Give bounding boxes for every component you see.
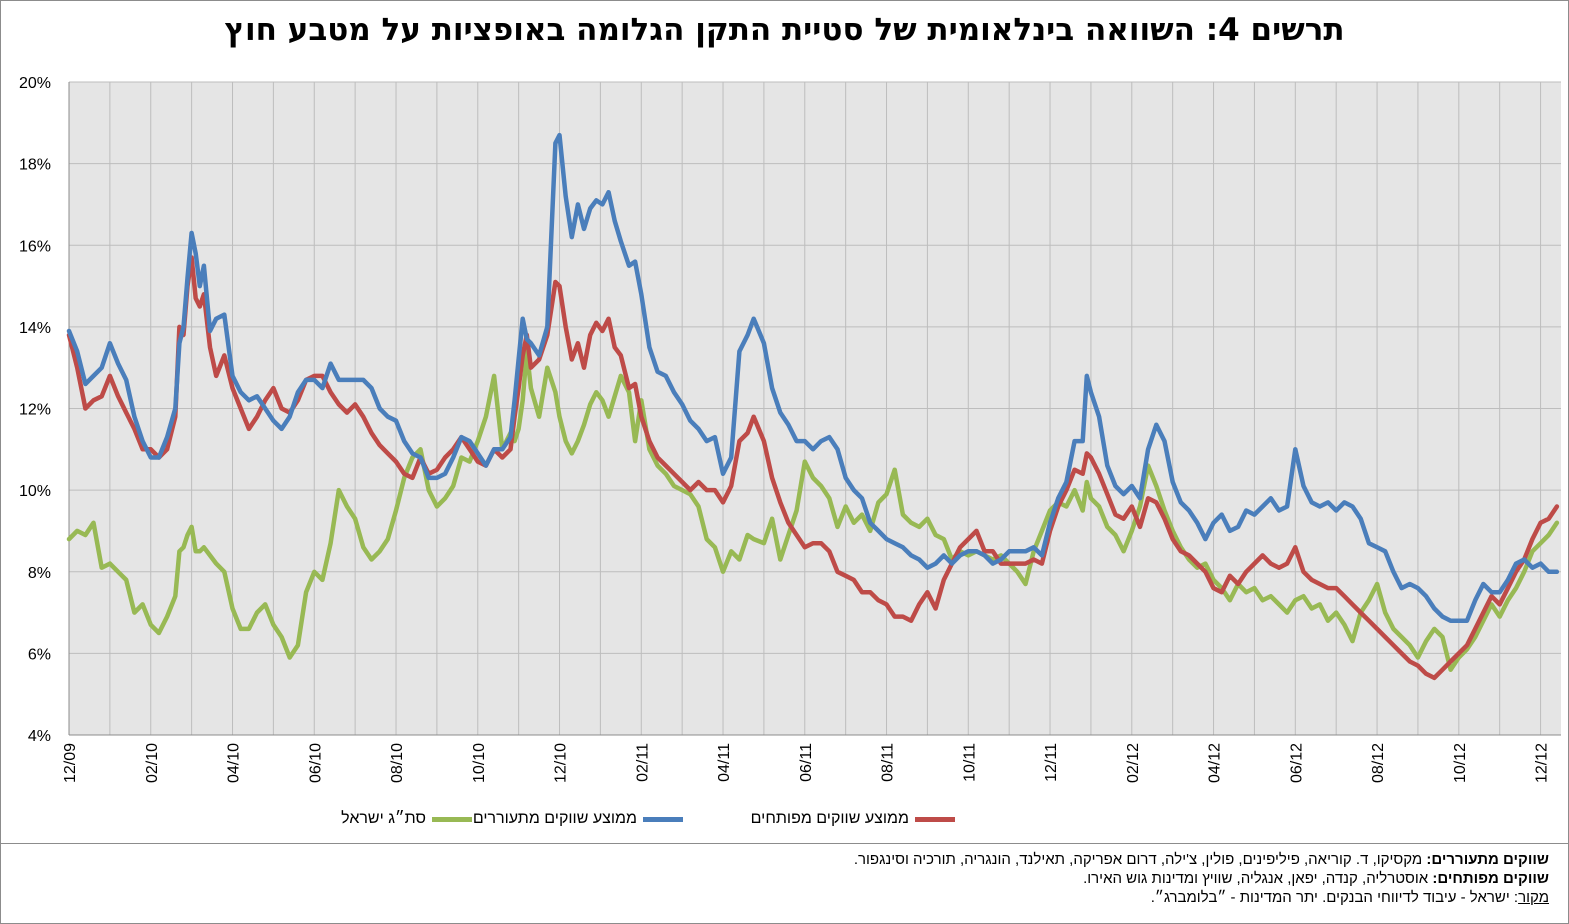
x-tick-label: 04/12 bbox=[1207, 743, 1224, 783]
x-tick-label: 04/10 bbox=[226, 743, 243, 783]
legend-label-emerging: ממוצע שווקים מתעוררים bbox=[472, 810, 637, 827]
x-tick-label: 02/10 bbox=[144, 743, 161, 783]
note-developed-label: שווקים מפותחים: bbox=[1432, 870, 1549, 887]
x-tick-label: 12/12 bbox=[1534, 743, 1551, 783]
chart-notes: שווקים מתעוררים: מקסיקו, ד. קוריאה, פילי… bbox=[249, 850, 1549, 907]
note-emerging-label: שווקים מתעוררים: bbox=[1426, 851, 1549, 868]
note-source-label: מקור bbox=[1518, 889, 1549, 906]
x-tick-label: 04/11 bbox=[716, 743, 733, 782]
axes bbox=[68, 82, 1561, 736]
legend-label-developed: ממוצע שווקים מפותחים bbox=[750, 810, 909, 827]
y-tick-label: 20% bbox=[19, 75, 51, 92]
legend-swatch-israel bbox=[432, 816, 472, 822]
series-line-israel bbox=[66, 349, 1560, 672]
series-lines bbox=[66, 132, 1560, 681]
x-tick-label: 06/11 bbox=[798, 743, 815, 782]
y-tick-label: 10% bbox=[19, 483, 51, 500]
y-tick-label: 18% bbox=[19, 157, 51, 174]
x-tick-label: 08/10 bbox=[389, 743, 406, 783]
note-emerging-text: מקסיקו, ד. קוריאה, פיליפינים, פולין, צ'י… bbox=[853, 851, 1427, 868]
x-tick-label: 02/11 bbox=[634, 743, 651, 782]
legend: סת״ג ישראל ממוצע שווקים מפותחים ממוצע שו… bbox=[0, 810, 1569, 836]
y-axis-ticks: 4% 6% 8% 10% 12% 14% 16% 18% 20% bbox=[19, 75, 51, 745]
legend-item-developed: ממוצע שווקים מפותחים bbox=[751, 810, 955, 828]
x-tick-label: 12/10 bbox=[553, 743, 570, 783]
x-tick-label: 12/11 bbox=[1043, 743, 1060, 782]
x-tick-label: 02/12 bbox=[1125, 743, 1142, 783]
x-tick-label: 10/11 bbox=[961, 743, 978, 782]
x-tick-label: 06/10 bbox=[307, 743, 324, 783]
legend-label-israel: סת״ג ישראל bbox=[341, 810, 426, 827]
chart-title: תרשים 4: השוואה בינלאומית של סטיית התקן … bbox=[224, 12, 1345, 48]
x-tick-label: 12/09 bbox=[62, 743, 79, 783]
note-source: מקור: ישראל - עיבוד לדיווחי הבנקים. יתר … bbox=[249, 888, 1549, 907]
legend-swatch-emerging bbox=[643, 816, 683, 822]
series-line-developed bbox=[66, 255, 1560, 681]
y-tick-label: 14% bbox=[19, 320, 51, 337]
legend-item-israel: סת״ג ישראל bbox=[341, 810, 472, 828]
notes-divider bbox=[0, 843, 1569, 844]
x-tick-label: 08/12 bbox=[1370, 743, 1387, 783]
x-tick-label: 10/10 bbox=[471, 743, 488, 783]
x-tick-label: 06/12 bbox=[1288, 743, 1305, 783]
legend-swatch-developed bbox=[915, 816, 955, 822]
x-tick-label: 10/12 bbox=[1452, 743, 1469, 783]
y-tick-label: 16% bbox=[19, 238, 51, 255]
y-tick-label: 12% bbox=[19, 402, 51, 419]
note-emerging: שווקים מתעוררים: מקסיקו, ד. קוריאה, פילי… bbox=[249, 850, 1549, 869]
x-tick-label: 08/11 bbox=[880, 743, 897, 782]
note-developed: שווקים מפותחים: אוסטרליה, קנדה, יפאן, אנ… bbox=[249, 869, 1549, 888]
note-developed-text: אוסטרליה, קנדה, יפאן, אנגליה, שוויץ ומדי… bbox=[1083, 870, 1433, 887]
y-tick-label: 6% bbox=[28, 646, 51, 663]
legend-item-emerging: ממוצע שווקים מתעוררים bbox=[473, 810, 683, 828]
y-tick-label: 4% bbox=[28, 728, 51, 745]
note-source-text: : ישראל - עיבוד לדיווחי הבנקים. יתר המדי… bbox=[1150, 889, 1519, 906]
series-line-emerging bbox=[66, 132, 1560, 623]
grid-lines bbox=[68, 81, 1561, 735]
x-axis-ticks: 12/09 02/10 04/10 06/10 08/10 10/10 12/10 02/11… bbox=[62, 743, 1551, 783]
y-tick-label: 8% bbox=[28, 565, 51, 582]
